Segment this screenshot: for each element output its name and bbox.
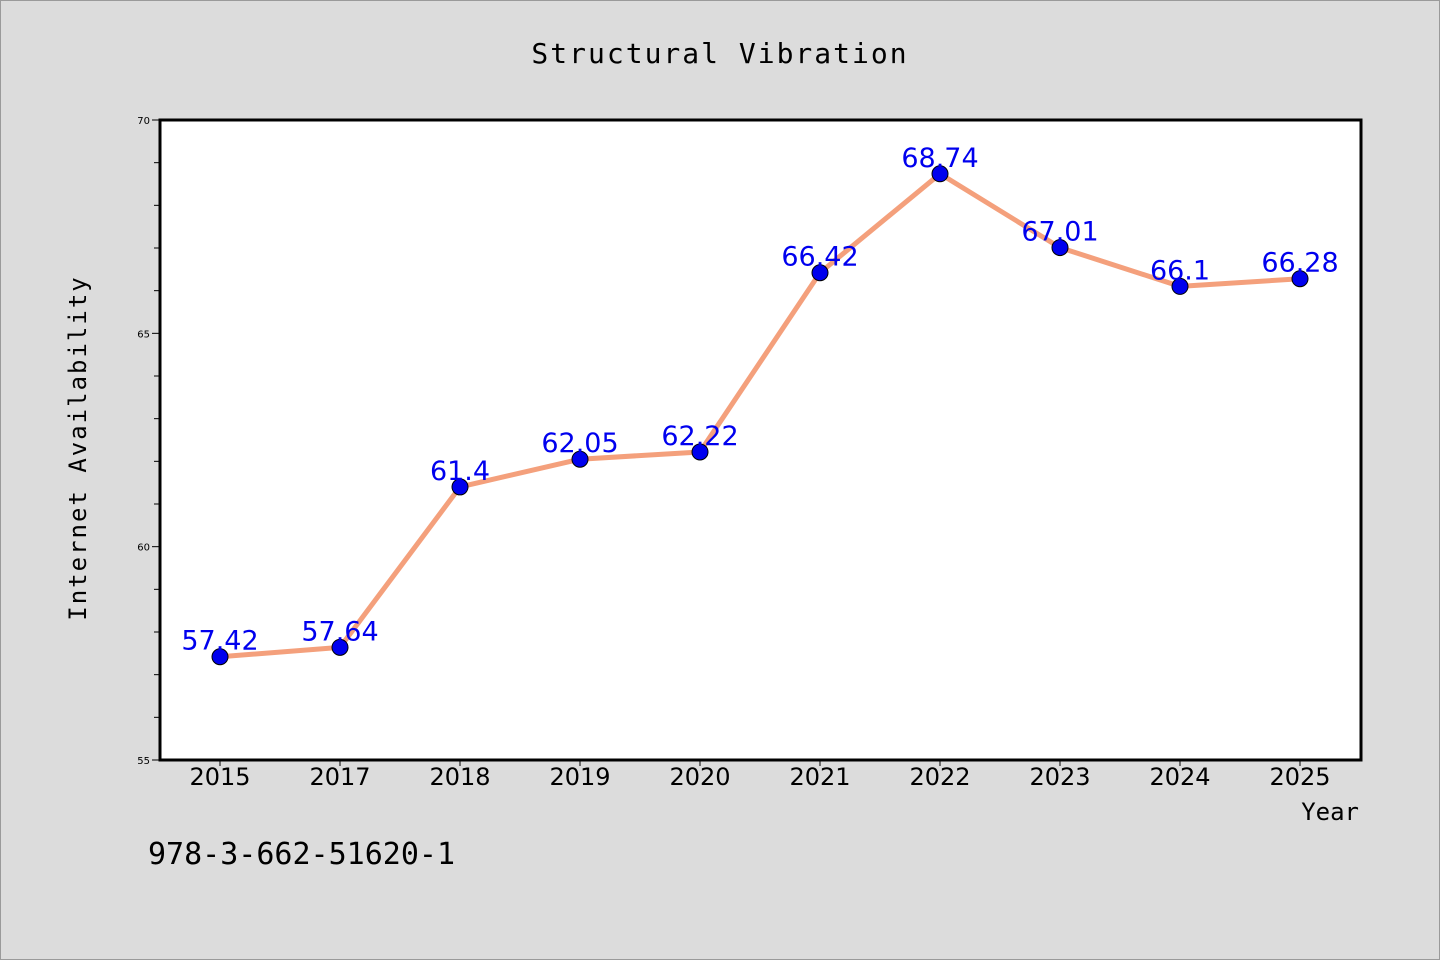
data-label: 67.01	[1021, 217, 1098, 248]
data-point	[451, 478, 469, 496]
x-tick-label: 2018	[429, 763, 490, 791]
data-label: 66.28	[1261, 248, 1338, 279]
data-point	[691, 443, 709, 461]
x-tick-label: 2023	[1029, 763, 1090, 791]
y-axis-ticks: 55 60 65 70	[137, 116, 160, 767]
data-label: 57.42	[181, 626, 258, 657]
y-tick-label: 55	[137, 756, 150, 767]
data-label: 61.4	[430, 456, 490, 487]
series-group: 57.42 57.64 61.4 62.05 62.22 66.42 68.74 67.01 6…	[181, 143, 1339, 666]
x-tick-label: 2017	[309, 763, 370, 791]
y-tick-label: 65	[137, 329, 150, 340]
x-axis-ticks: 2015 2017 2018 2019 2020 2021 2022 2023 2024 2025	[189, 760, 1331, 791]
x-tick-label: 2021	[789, 763, 850, 791]
data-point	[211, 648, 229, 666]
y-tick-label: 70	[137, 116, 150, 127]
data-point	[1171, 277, 1189, 295]
x-tick-label: 2019	[549, 763, 610, 791]
x-tick-label: 2020	[669, 763, 730, 791]
x-tick-label: 2024	[1149, 763, 1210, 791]
y-axis-label: Internet Availability	[64, 275, 92, 620]
data-point	[571, 450, 589, 468]
annotation-text: 978-3-662-51620-1	[148, 837, 455, 872]
data-point	[331, 638, 349, 656]
data-label: 62.22	[661, 421, 738, 452]
plot-area	[158, 118, 1363, 762]
data-label: 68.74	[901, 143, 978, 174]
data-label: 66.1	[1150, 255, 1210, 286]
data-label: 57.64	[301, 616, 378, 647]
series-line	[217, 171, 1303, 660]
data-label: 66.42	[781, 242, 858, 273]
x-tick-label: 2015	[189, 763, 250, 791]
x-axis-label: Year	[1301, 798, 1359, 826]
data-point	[1051, 239, 1069, 257]
chart-title: Structural Vibration	[531, 37, 908, 70]
data-point	[811, 264, 829, 282]
data-point	[1291, 270, 1309, 288]
y-tick-label: 60	[137, 543, 150, 554]
data-point	[931, 165, 949, 183]
x-tick-label: 2022	[909, 763, 970, 791]
x-tick-label: 2025	[1269, 763, 1330, 791]
data-label: 62.05	[541, 428, 618, 459]
